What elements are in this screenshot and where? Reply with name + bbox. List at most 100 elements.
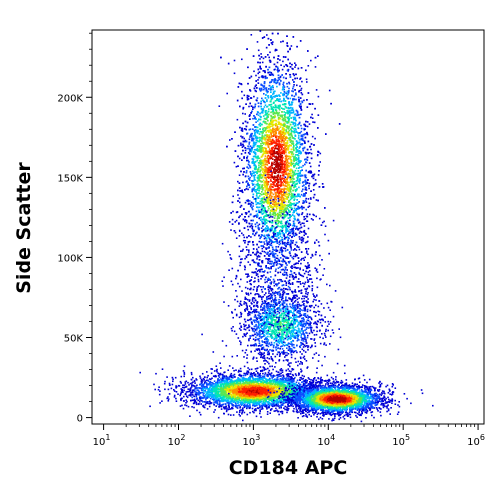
event-dot — [298, 186, 300, 189]
event-dot — [272, 74, 275, 77]
event-dot — [278, 78, 281, 80]
event-dot — [285, 144, 287, 147]
event-dot — [271, 125, 274, 127]
event-dot — [303, 225, 306, 227]
event-dot — [301, 137, 304, 140]
event-dot — [281, 152, 283, 154]
event-dot — [270, 205, 272, 208]
event-dot — [306, 81, 308, 83]
event-dot — [276, 98, 278, 100]
event-dot — [304, 181, 306, 183]
event-dot — [302, 149, 304, 152]
event-dot — [241, 58, 243, 61]
event-dot — [265, 118, 268, 120]
event-dot — [267, 205, 269, 208]
event-dot — [258, 176, 261, 178]
event-dot — [264, 139, 266, 141]
event-dot — [252, 202, 254, 205]
event-dot — [267, 146, 270, 148]
event-dot — [317, 199, 319, 202]
event-dot — [280, 190, 283, 193]
event-dot — [297, 67, 300, 70]
event-dot — [294, 155, 296, 158]
event-dot — [259, 90, 262, 92]
event-dot — [267, 154, 270, 157]
event-dot — [258, 255, 261, 258]
event-dot — [278, 141, 280, 143]
event-dot — [249, 90, 252, 92]
event-dot — [262, 127, 264, 130]
event-dot — [242, 239, 245, 242]
event-dot — [278, 111, 280, 114]
event-dot — [257, 184, 260, 186]
event-dot — [273, 241, 276, 243]
event-dot — [301, 208, 304, 210]
event-dot — [277, 195, 279, 198]
event-dot — [239, 105, 241, 108]
event-dot — [298, 135, 300, 137]
event-dot — [275, 109, 278, 112]
event-dot — [267, 220, 270, 222]
event-dot — [273, 209, 276, 211]
event-dot — [261, 84, 264, 87]
event-dot — [266, 100, 268, 103]
event-dot — [289, 170, 291, 173]
event-dot — [244, 216, 246, 218]
event-dot — [274, 95, 277, 97]
event-dot — [255, 149, 258, 151]
event-dot — [283, 171, 286, 174]
event-dot — [307, 264, 310, 267]
event-dot — [282, 88, 284, 91]
event-dot — [253, 70, 255, 73]
event-dot — [268, 207, 270, 210]
event-dot — [226, 92, 228, 95]
event-dot — [278, 217, 280, 219]
event-dot — [315, 182, 317, 185]
event-dot — [275, 246, 277, 248]
event-dot — [273, 168, 275, 170]
event-dot — [258, 187, 260, 190]
event-dot — [262, 212, 265, 214]
event-dot — [267, 143, 269, 145]
event-dot — [284, 215, 287, 217]
event-dot — [282, 191, 284, 194]
event-dot — [282, 188, 284, 191]
event-dot — [277, 162, 280, 165]
event-dot — [262, 57, 265, 60]
event-dot — [272, 116, 275, 118]
event-dot — [256, 168, 259, 171]
event-dot — [275, 209, 277, 212]
event-dot — [292, 195, 294, 197]
event-dot — [292, 110, 295, 112]
event-dot — [285, 180, 288, 183]
event-dot — [277, 221, 280, 223]
event-dot — [280, 222, 282, 225]
event-dot — [247, 167, 250, 170]
event-dot — [289, 252, 291, 255]
event-dot — [264, 150, 266, 153]
event-dot — [293, 98, 295, 101]
event-dot — [265, 188, 268, 191]
event-dot — [281, 158, 283, 161]
event-dot — [282, 108, 284, 110]
event-dot — [286, 155, 288, 157]
event-dot — [305, 288, 308, 291]
event-dot — [282, 81, 285, 84]
event-dot — [292, 36, 295, 38]
event-dot — [254, 161, 256, 163]
event-dot — [293, 166, 295, 168]
event-dot — [279, 192, 282, 195]
event-dot — [237, 155, 239, 158]
event-dot — [277, 121, 280, 123]
event-dot — [289, 206, 291, 208]
event-dot — [242, 234, 245, 236]
event-dot — [246, 48, 248, 50]
event-dot — [272, 127, 274, 130]
event-dot — [273, 253, 275, 256]
event-dot — [288, 282, 290, 285]
event-dot — [241, 136, 244, 138]
event-dot — [249, 225, 251, 228]
event-dot — [254, 223, 257, 225]
event-dot — [243, 171, 245, 173]
event-dot — [259, 219, 262, 221]
